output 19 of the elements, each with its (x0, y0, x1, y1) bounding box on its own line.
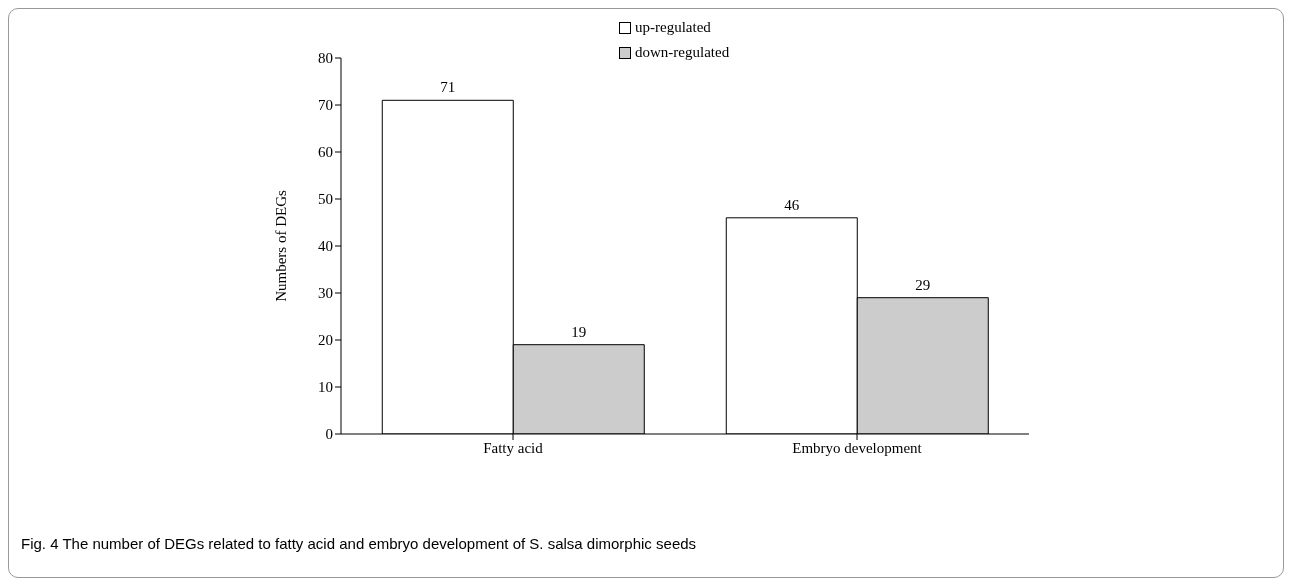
y-tick-label: 20 (318, 332, 333, 349)
x-tick-label: Fatty acid (483, 439, 544, 456)
y-tick-label: 30 (318, 285, 333, 302)
x-tick-label: Embryo development (792, 439, 923, 456)
caption: Fig. 4 The number of DEGs related to fatty acid and embryo development of S. salsa dimorphic seeds (21, 535, 698, 552)
data-label: 19 (571, 323, 587, 340)
data-label: 29 (915, 276, 931, 293)
y-tick-label: 50 (318, 191, 333, 208)
legend-label: up-regulated (635, 19, 711, 36)
data-label: 71 (440, 79, 456, 96)
y-tick-label: 0 (325, 426, 333, 443)
data-label: 46 (784, 196, 800, 213)
y-tick-label: 40 (318, 238, 333, 255)
y-tick-label: 70 (318, 97, 333, 114)
y-tick-label: 60 (318, 144, 333, 161)
y-tick-label: 80 (318, 50, 333, 67)
y-tick-label: 10 (318, 379, 333, 396)
legend-label: down-regulated (635, 44, 730, 61)
y-axis-title: Numbers of DEGs (273, 190, 290, 302)
